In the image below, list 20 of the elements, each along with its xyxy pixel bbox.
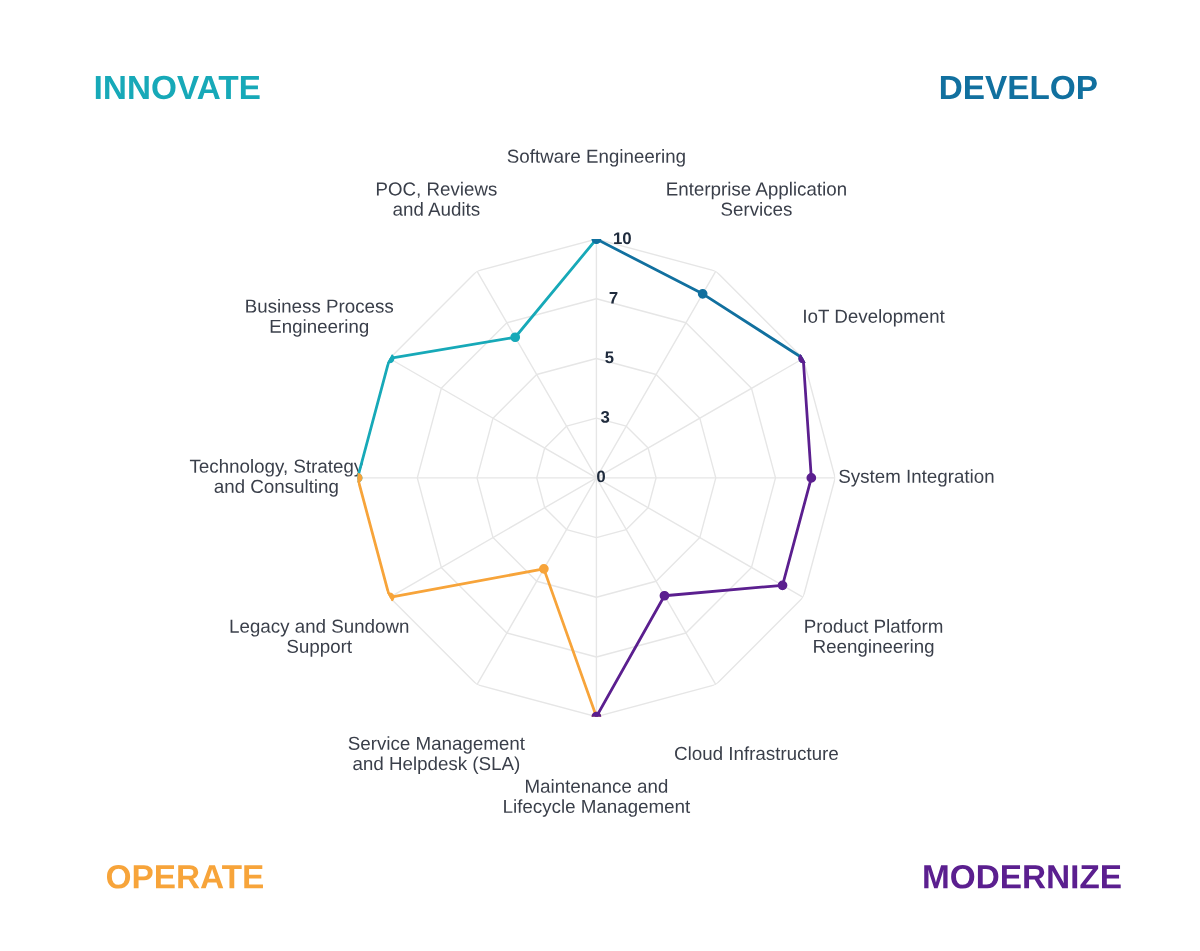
y-tick-label: 5 bbox=[605, 351, 614, 364]
y-tick-label: 10 bbox=[614, 232, 631, 245]
text: DEVELOP bbox=[940, 75, 1097, 100]
spoke-label: Legacy and Sundown Support bbox=[230, 619, 409, 657]
spoke-label: Business Process Engineering bbox=[246, 299, 394, 337]
y-tick-label: 0 bbox=[597, 470, 605, 483]
spoke-label: Cloud Infrastructure bbox=[675, 746, 838, 761]
spoke-label: POC, Reviews and Audits bbox=[376, 181, 497, 216]
y-tick-label: 7 bbox=[609, 292, 618, 304]
spoke-label: Software Engineering bbox=[507, 149, 685, 167]
spoke-label: Enterprise Application Services bbox=[667, 181, 846, 216]
text: INNOVATE bbox=[95, 75, 260, 100]
spoke-label: IoT Development bbox=[804, 309, 945, 327]
text: MODERNIZE bbox=[924, 865, 1121, 889]
text: OPERATE bbox=[106, 865, 263, 889]
spoke-label: Service Management and Helpdesk (SLA) bbox=[348, 736, 525, 774]
y-tick-label: 3 bbox=[600, 410, 610, 423]
spoke-label: Product Platform Reengineering bbox=[805, 619, 943, 657]
spoke-label: System Integration bbox=[839, 469, 994, 487]
spoke-label: Maintenance and Lifecycle Management bbox=[504, 779, 691, 817]
